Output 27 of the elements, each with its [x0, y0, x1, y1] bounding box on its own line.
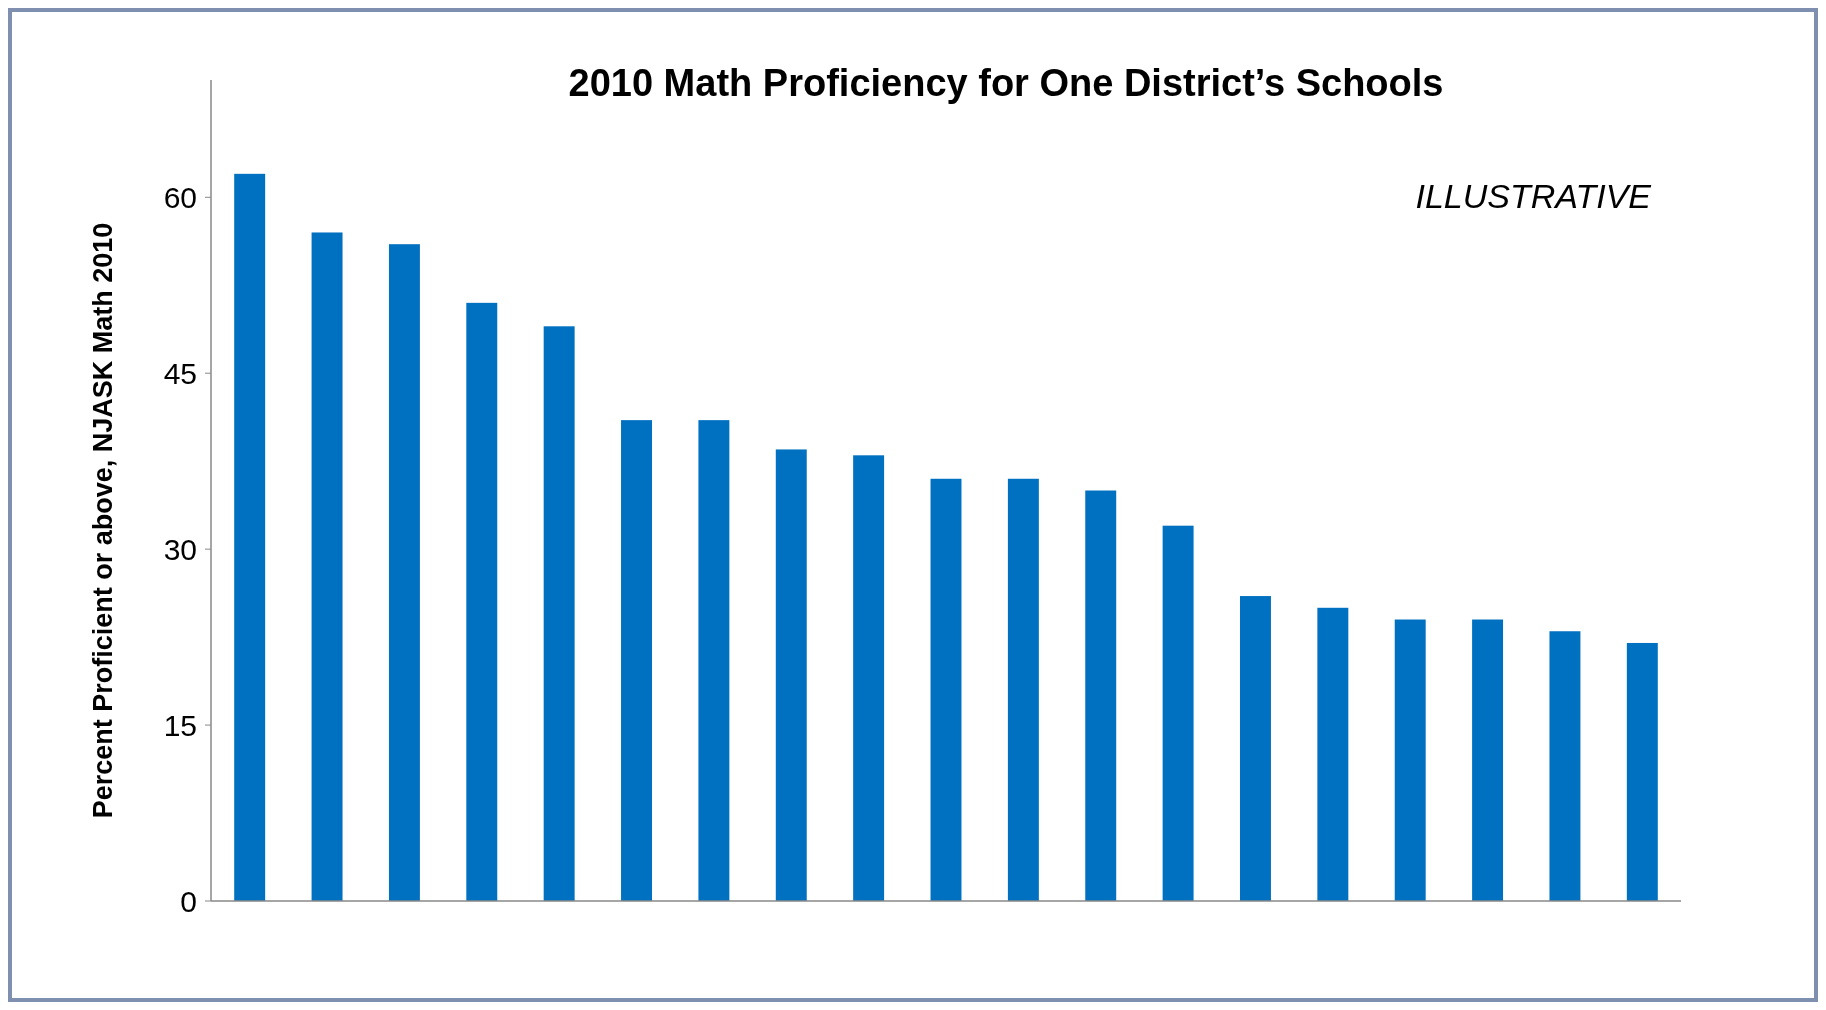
bar	[930, 478, 962, 901]
bar	[234, 173, 266, 901]
y-axis-title: Percent Proficient or above, NJASK Math 2010	[88, 222, 118, 819]
bar	[1472, 619, 1504, 901]
bar	[1626, 642, 1658, 901]
bar	[698, 420, 730, 901]
y-tick-label: 60	[163, 180, 197, 214]
bar	[621, 420, 652, 901]
bar	[543, 326, 575, 901]
y-tick-label: 0	[180, 884, 197, 918]
bar	[1317, 607, 1349, 901]
bar	[1007, 478, 1039, 901]
bar	[1162, 525, 1194, 901]
bar	[1240, 596, 1271, 901]
bar	[853, 455, 885, 901]
bar	[466, 302, 498, 901]
bar	[1085, 490, 1117, 901]
y-tick-label: 45	[163, 356, 197, 390]
y-tick-label: 30	[163, 532, 197, 566]
bar	[388, 244, 420, 901]
bar	[1549, 631, 1581, 901]
bar	[1394, 619, 1426, 901]
chart-title: 2010 Math Proficiency for One District’s Schools	[568, 62, 1444, 104]
y-tick-label: 15	[163, 708, 197, 742]
bar	[311, 232, 343, 901]
annotation: ILLUSTRATIVE	[1415, 177, 1652, 215]
bar	[775, 449, 807, 901]
